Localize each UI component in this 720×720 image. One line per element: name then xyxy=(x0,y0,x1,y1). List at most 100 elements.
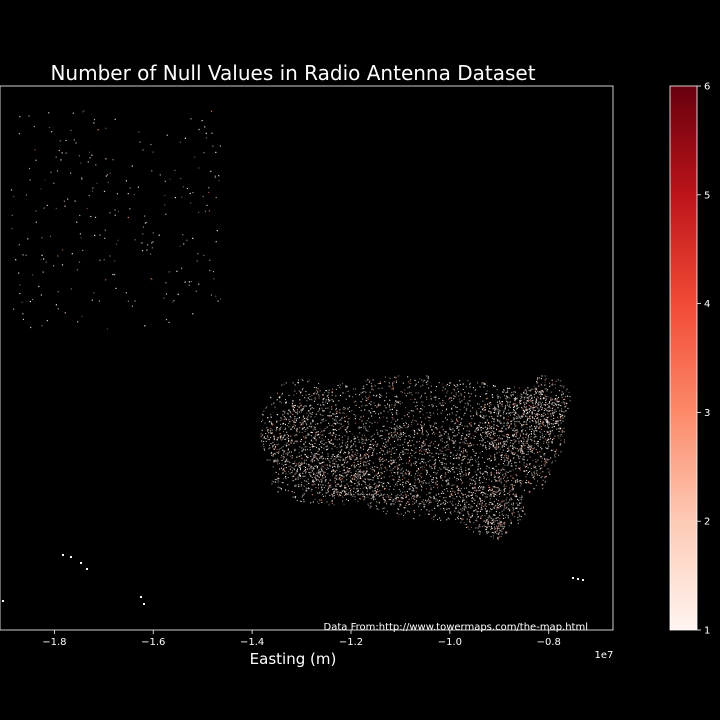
scatter-point xyxy=(402,484,404,486)
scatter-point xyxy=(362,440,364,442)
scatter-point xyxy=(545,401,547,403)
scatter-point xyxy=(435,483,437,485)
scatter-point xyxy=(510,395,512,397)
scatter-point xyxy=(402,491,404,493)
scatter-point xyxy=(284,464,286,466)
scatter-point xyxy=(425,499,427,501)
plot-area xyxy=(2,110,584,605)
scatter-point xyxy=(325,446,327,448)
scatter-point xyxy=(486,393,488,395)
scatter-point xyxy=(347,451,349,453)
scatter-point xyxy=(501,521,503,523)
scatter-point xyxy=(490,526,492,528)
scatter-point xyxy=(481,383,483,385)
scatter-point xyxy=(499,503,501,505)
scatter-point xyxy=(410,382,412,384)
scatter-point xyxy=(490,471,492,473)
scatter-point xyxy=(450,513,452,515)
scatter-point xyxy=(287,484,289,486)
scatter-point xyxy=(322,443,324,445)
scatter-point xyxy=(345,386,347,388)
scatter-point xyxy=(407,501,409,503)
scatter-point xyxy=(376,466,378,468)
scatter-point xyxy=(338,400,340,402)
scatter-point xyxy=(444,468,446,470)
scatter-point xyxy=(561,408,563,410)
scatter-point xyxy=(315,465,317,467)
scatter-point xyxy=(368,446,370,448)
scatter-point xyxy=(561,394,563,396)
scatter-point xyxy=(489,486,491,488)
scatter-point xyxy=(488,503,490,505)
scatter-point xyxy=(481,509,483,511)
scatter-point xyxy=(295,472,297,474)
scatter-point xyxy=(458,471,460,473)
scatter-point xyxy=(521,450,523,452)
scatter-point xyxy=(418,469,420,471)
scatter-point xyxy=(480,501,482,503)
scatter-point xyxy=(491,489,493,491)
scatter-point xyxy=(377,433,379,435)
scatter-point xyxy=(494,385,496,387)
scatter-point xyxy=(548,445,550,447)
scatter-point xyxy=(486,512,488,514)
scatter-point xyxy=(560,420,562,422)
scatter-point xyxy=(423,406,425,408)
scatter-point xyxy=(519,422,521,424)
scatter-point xyxy=(521,396,523,398)
scatter-point xyxy=(314,474,316,476)
scatter-point xyxy=(493,514,495,516)
scatter-point xyxy=(485,478,487,480)
scatter-point xyxy=(438,398,440,400)
scatter-point xyxy=(410,392,412,394)
scatter-point xyxy=(439,496,441,498)
scatter-point xyxy=(499,525,501,527)
scatter-point xyxy=(523,413,525,415)
scatter-point xyxy=(542,433,544,435)
scatter-point xyxy=(296,434,298,436)
scatter-point xyxy=(521,394,523,396)
scatter-point xyxy=(352,491,354,493)
scatter-point xyxy=(503,476,505,478)
scatter-point xyxy=(489,501,491,503)
scatter-point xyxy=(554,409,556,411)
scatter-point xyxy=(336,457,338,459)
scatter-point xyxy=(503,457,505,459)
scatter-point xyxy=(313,426,315,428)
scatter-point xyxy=(336,491,338,493)
scatter-point xyxy=(543,397,545,399)
scatter-point xyxy=(325,492,327,494)
scatter-point xyxy=(450,494,452,496)
scatter-point xyxy=(376,501,378,503)
scatter-point xyxy=(515,411,517,413)
scatter-point xyxy=(465,507,467,509)
scatter-point xyxy=(313,428,315,430)
scatter-point xyxy=(362,457,364,459)
scatter-point xyxy=(303,475,305,477)
scatter-point xyxy=(457,486,459,488)
scatter-point xyxy=(267,417,269,419)
scatter-point xyxy=(285,382,287,384)
scatter-point xyxy=(490,432,492,434)
scatter-point xyxy=(553,411,555,413)
scatter-point xyxy=(482,473,484,475)
scatter-point xyxy=(215,295,217,297)
scatter-point xyxy=(520,516,522,518)
scatter-point xyxy=(450,468,452,470)
scatter-point xyxy=(414,430,416,432)
scatter-point xyxy=(282,446,284,448)
scatter-point xyxy=(323,439,325,441)
scatter-point xyxy=(507,458,509,460)
scatter-point xyxy=(202,195,204,198)
scatter-point xyxy=(380,466,382,468)
scatter-point xyxy=(312,429,314,431)
scatter-point xyxy=(529,390,531,392)
scatter-point xyxy=(382,458,384,460)
scatter-point xyxy=(494,491,496,493)
scatter-point xyxy=(397,419,399,421)
scatter-point xyxy=(499,495,501,497)
scatter-point xyxy=(498,533,500,535)
scatter-point xyxy=(291,455,293,457)
scatter-point xyxy=(555,403,557,405)
scatter-point xyxy=(505,514,507,516)
